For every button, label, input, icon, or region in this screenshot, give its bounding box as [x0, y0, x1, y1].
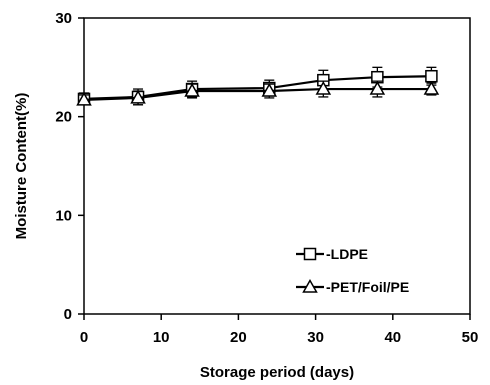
plot-border — [83, 17, 471, 315]
axis-tick-labels: 0 10 20 30 40 50 0 10 20 30 — [55, 10, 478, 346]
y-tick-label: 30 — [55, 10, 72, 27]
data-point — [130, 89, 146, 104]
series-pet-foil-pe — [76, 80, 440, 106]
y-tick-label: 0 — [64, 306, 72, 323]
x-axis-title: Storage period (days) — [200, 364, 354, 381]
data-point — [425, 69, 438, 83]
y-axis-title: Moisture Content(%) — [13, 93, 30, 240]
data-point — [261, 82, 278, 97]
legend-label: -LDPE — [326, 246, 368, 262]
legend-item: -PET/Foil/PE — [296, 278, 409, 295]
legend-item: -LDPE — [296, 246, 368, 262]
x-tick-label: 10 — [153, 329, 170, 346]
legend-marker — [303, 247, 317, 261]
legend-marker — [302, 278, 318, 293]
x-tick-label: 30 — [307, 329, 324, 346]
data-point — [76, 91, 92, 106]
data-point — [423, 81, 440, 95]
x-tick-label: 50 — [462, 329, 479, 346]
x-tick-label: 40 — [384, 329, 401, 346]
x-tick-label: 0 — [80, 329, 88, 346]
data-point — [184, 82, 200, 97]
axis-ticks — [78, 17, 471, 320]
y-tick-label: 20 — [55, 109, 72, 126]
y-tick-label: 10 — [55, 207, 72, 224]
data-point — [315, 81, 332, 95]
legend: -LDPE -PET/Foil/PE — [296, 246, 409, 295]
plot-frame — [83, 17, 471, 315]
data-series — [76, 66, 440, 106]
data-point — [369, 81, 386, 95]
x-tick-label: 20 — [230, 329, 247, 346]
legend-label: -PET/Foil/PE — [326, 279, 409, 295]
